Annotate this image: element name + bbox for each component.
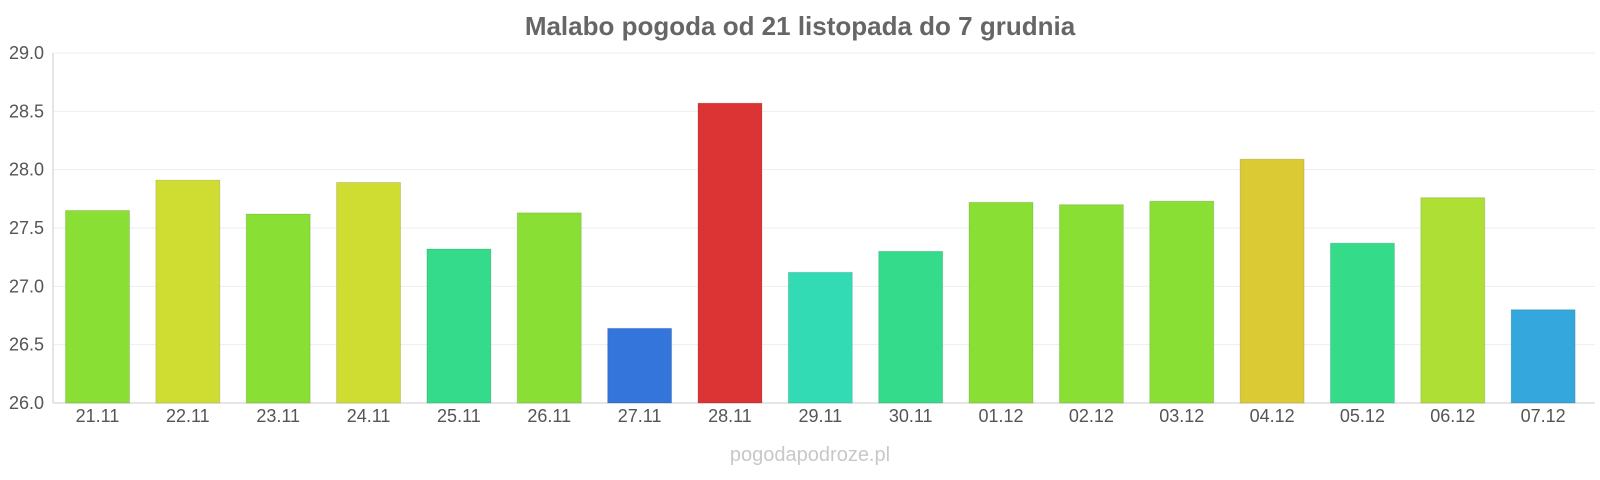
y-tick-label: 26.5 [9, 335, 44, 355]
y-axis-tick-labels: 26.0 26.5 27.0 27.5 28.0 28.5 29.0 [9, 43, 44, 413]
bar-29.11 [787, 271, 853, 404]
bar-07.12 [1510, 309, 1576, 404]
x-tick-label: 27.11 [618, 406, 662, 426]
bar-06.12 [1420, 197, 1486, 404]
x-tick-label: 06.12 [1430, 406, 1475, 426]
x-tick-label: 07.12 [1521, 406, 1566, 426]
y-tick-label: 26.0 [9, 393, 44, 413]
x-tick-label: 23.11 [256, 406, 300, 426]
x-tick-label: 01.12 [979, 406, 1024, 426]
y-tick-label: 29.0 [9, 43, 44, 63]
bar-23.11 [245, 213, 311, 404]
bar-05.12 [1329, 242, 1395, 404]
bar-02.12 [1058, 204, 1124, 404]
x-tick-label: 05.12 [1340, 406, 1385, 426]
bar-26.11 [516, 212, 582, 404]
y-tick-label: 28.5 [9, 101, 44, 121]
y-tick-label: 27.0 [9, 276, 44, 296]
x-tick-label: 29.11 [798, 406, 842, 426]
x-tick-label: 02.12 [1069, 406, 1114, 426]
x-tick-label: 03.12 [1159, 406, 1204, 426]
bar-04.12 [1239, 158, 1305, 404]
bar-27.11 [607, 327, 673, 404]
x-tick-label: 26.11 [527, 406, 571, 426]
watermark: pogodapodroze.pl [730, 444, 890, 466]
x-tick-label: 04.12 [1250, 406, 1295, 426]
x-axis-tick-labels: 21.11 22.11 23.11 24.11 25.11 26.11 27.11 28.11… [76, 406, 1566, 426]
bar-22.11 [155, 179, 221, 404]
x-tick-label: 21.11 [76, 406, 120, 426]
bar-24.11 [336, 182, 402, 404]
bar-25.11 [426, 248, 492, 404]
x-tick-label: 25.11 [437, 406, 481, 426]
bars [65, 102, 1576, 404]
y-tick-label: 28.0 [9, 160, 44, 180]
x-tick-label: 22.11 [166, 406, 210, 426]
bar-01.12 [968, 201, 1034, 404]
x-tick-label: 28.11 [708, 406, 752, 426]
bar-30.11 [878, 250, 944, 404]
bar-28.11 [697, 102, 763, 404]
x-tick-label: 30.11 [889, 406, 933, 426]
chart-title: Malabo pogoda od 21 listopada do 7 grudn… [525, 11, 1076, 41]
bar-03.12 [1149, 200, 1215, 404]
x-tick-label: 24.11 [347, 406, 391, 426]
bar-21.11 [65, 210, 130, 404]
y-tick-label: 27.5 [9, 218, 44, 238]
